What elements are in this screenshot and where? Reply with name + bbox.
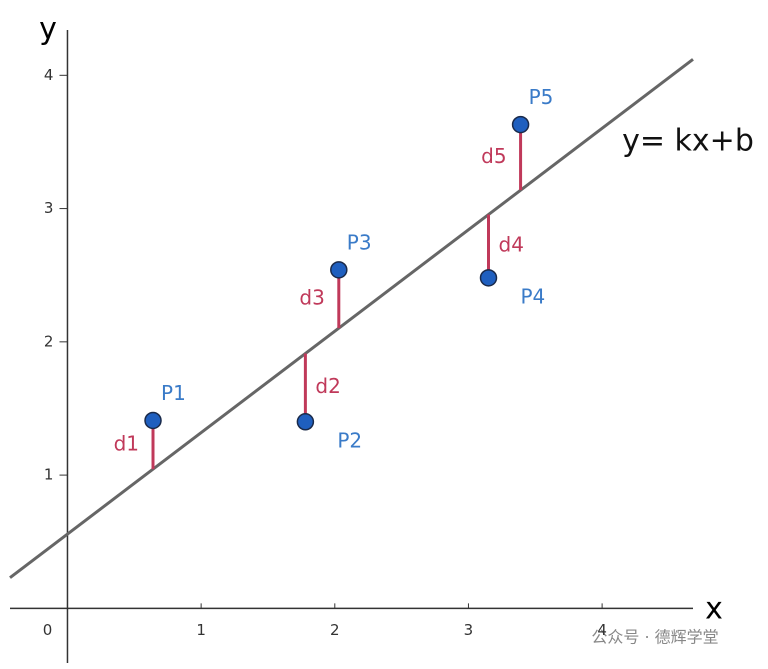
point-label: P3 xyxy=(347,230,372,254)
point xyxy=(144,411,162,430)
y-tick-label: 1 xyxy=(44,466,54,484)
watermark: 公众号 · 德辉学堂 xyxy=(591,628,718,647)
x-tick-label: 2 xyxy=(330,621,340,639)
x-tick-label: 0 xyxy=(43,621,53,639)
residual-label: d3 xyxy=(299,286,324,310)
x-axis-label: x xyxy=(705,592,723,627)
x-tick-label: 3 xyxy=(464,621,474,639)
point-label: P4 xyxy=(521,284,546,308)
equation: y= kx+b xyxy=(622,124,754,159)
y-tick-label: 4 xyxy=(44,66,54,84)
point-label: P1 xyxy=(161,381,186,405)
x-tick-label: 1 xyxy=(196,621,206,639)
fit-line xyxy=(9,58,694,579)
point xyxy=(330,261,348,279)
residual-label: d2 xyxy=(315,374,340,398)
x-tick-label: 4 xyxy=(597,621,607,639)
y-tick-label: 2 xyxy=(44,332,54,350)
point xyxy=(479,269,498,287)
residual-label: d1 xyxy=(114,431,139,455)
point-label: P2 xyxy=(337,428,362,452)
y-axis-label: y xyxy=(39,12,57,47)
point xyxy=(296,413,315,431)
point-label: P5 xyxy=(529,85,554,109)
point xyxy=(511,115,530,134)
y-tick-label: 3 xyxy=(44,199,54,217)
residual-label: d5 xyxy=(481,144,506,168)
residual-label: d4 xyxy=(499,233,524,257)
